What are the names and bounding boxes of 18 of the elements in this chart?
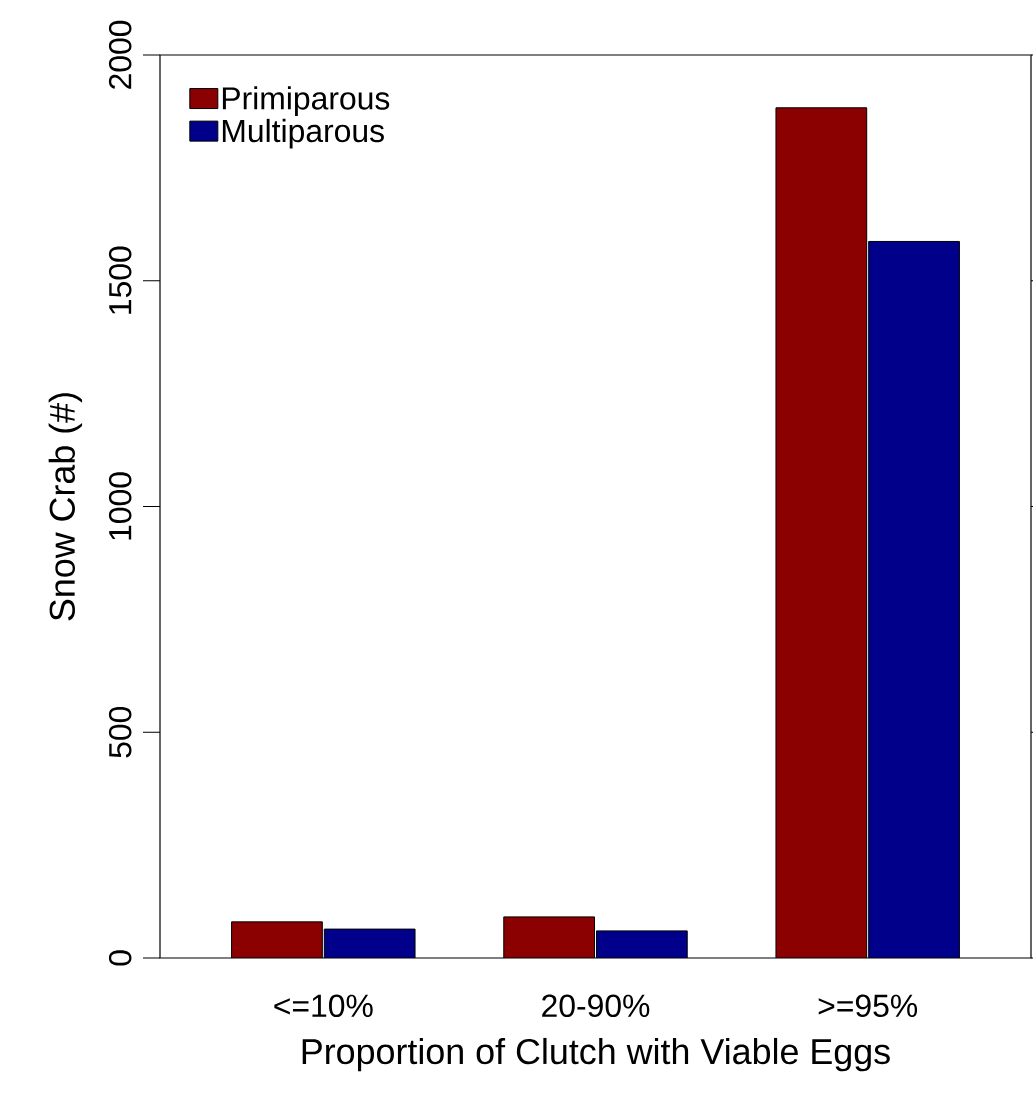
y-tick-label: 0: [108, 950, 132, 966]
bar: [323, 928, 416, 958]
x-tick-label: <=10%: [274, 994, 373, 1018]
bar: [775, 107, 868, 958]
y-axis-title: Snow Crab (#): [48, 393, 83, 621]
bar: [503, 916, 595, 958]
y-tick-label: 500: [108, 706, 132, 758]
x-tick-label: 20-90%: [542, 994, 650, 1018]
legend-label: Primiparous: [222, 86, 390, 116]
bar: [868, 240, 960, 958]
y-tick-label: 2000: [108, 20, 132, 89]
bar: [596, 930, 688, 958]
y-tick-label: 1500: [108, 246, 132, 314]
bar: [231, 921, 323, 958]
x-axis-title: Proportion of Clutch with Viable Eggs: [302, 1037, 890, 1072]
legend-label: Multiparous: [222, 118, 384, 149]
x-tick-label: >=95%: [818, 994, 918, 1018]
y-tick-label: 1000: [108, 472, 132, 540]
